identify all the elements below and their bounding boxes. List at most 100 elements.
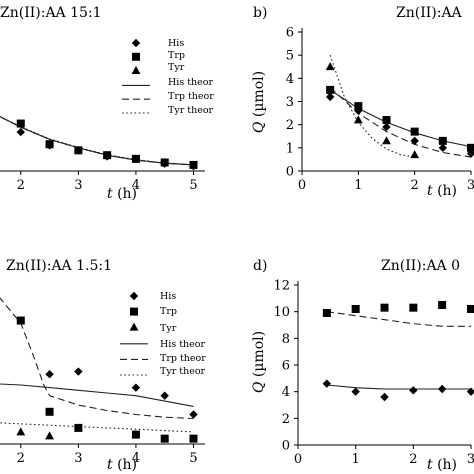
chart-b-curves <box>325 55 474 159</box>
data-point-tyr <box>382 136 391 145</box>
data-point-his <box>437 384 447 394</box>
panel-b-ylabel-var: Q <box>251 121 267 133</box>
y-tick-label: 6 <box>286 26 294 41</box>
chart-c-legend-glyphs <box>120 291 148 376</box>
theory-line-his-theor <box>0 383 194 407</box>
data-point-trp <box>16 316 25 325</box>
legend-tyr-theor-label: Tyr theor <box>168 105 214 116</box>
panel-b-title: Zn(II):AA <box>396 5 463 21</box>
data-point-trp <box>438 301 447 309</box>
legend-trp-theor-label: Trp theor <box>160 353 206 364</box>
data-point-trp <box>380 303 389 312</box>
panel-d-title: Zn(II):AA 0 <box>381 258 460 274</box>
data-point-his <box>351 387 360 396</box>
data-point-his <box>409 386 418 395</box>
x-tick-label: 1 <box>352 452 360 467</box>
panel-c: Zn(II):AA 1.5:1 t (h) His Trp Tyr His th… <box>6 258 206 473</box>
data-point-tyr <box>353 115 363 124</box>
legend-marker-tyr <box>131 66 141 74</box>
x-tick-label: 4 <box>132 178 140 193</box>
panel-c-legend: His Trp Tyr His theor Trp theor Tyr theo… <box>160 291 206 377</box>
data-point-his <box>45 370 54 379</box>
legend-marker-his <box>131 38 141 48</box>
data-point-trp <box>160 434 169 443</box>
data-point-his <box>160 391 169 400</box>
legend-marker-his <box>129 291 139 301</box>
x-tick-label: 1 <box>354 178 362 193</box>
x-tick-label: 0 <box>298 178 306 193</box>
data-point-trp <box>160 158 169 167</box>
data-point-his <box>410 136 419 146</box>
y-tick-label: 3 <box>286 95 294 110</box>
data-point-trp <box>438 136 447 145</box>
theory-line-trp-theor <box>329 87 472 158</box>
y-tick-label: 2 <box>282 412 290 427</box>
legend-marker-trp <box>130 307 138 316</box>
data-point-trp <box>410 127 419 136</box>
panel-b-label: b) <box>253 5 267 21</box>
chart-b: 0 1 2 3 0 1 2 3 4 5 6 <box>286 26 474 193</box>
data-point-trp <box>131 154 140 163</box>
panel-d-xlabel: t (h) <box>427 457 457 473</box>
legend-his-label: His <box>160 291 176 302</box>
panel-a-xlabel-var: t <box>107 186 113 202</box>
data-point-trp <box>322 309 331 317</box>
y-tick-label: 0 <box>286 165 294 180</box>
data-point-tyr <box>325 62 335 71</box>
legend-trp-theor-label: Trp theor <box>168 91 214 102</box>
data-point-his <box>466 387 474 396</box>
data-point-trp <box>467 305 474 313</box>
panel-c-xlabel: t (h) <box>107 457 137 473</box>
y-tick-label: 10 <box>273 305 290 320</box>
x-tick-label: 4 <box>132 451 140 466</box>
theory-line-tyr-theor <box>0 422 194 433</box>
panel-b: b) Zn(II):AA Q (µmol) t (h) <box>251 5 463 199</box>
x-tick-label: 5 <box>189 451 197 466</box>
panel-b-ylabel-unit: (µmol) <box>251 71 267 117</box>
panel-c-xlabel-var: t <box>107 457 113 473</box>
x-tick-label: 2 <box>411 178 419 193</box>
legend-his-theor-label: His theor <box>168 77 213 88</box>
y-tick-label: 12 <box>273 279 290 294</box>
data-point-his <box>74 367 83 376</box>
legend-tyr-theor-label: Tyr theor <box>160 366 206 377</box>
theory-line-trp-theor <box>326 311 471 327</box>
theory-line-his-theor <box>0 116 194 166</box>
y-tick-label: 2 <box>286 118 294 133</box>
panel-a-title: Zn(II):AA 15:1 <box>0 5 102 21</box>
data-point-his <box>382 122 391 132</box>
theory-line-trp-theor <box>0 116 194 166</box>
panel-b-xlabel-var: t <box>427 183 433 199</box>
data-point-trp <box>16 119 25 128</box>
panel-a-xlabel: t (h) <box>107 186 137 202</box>
data-point-trp <box>354 102 363 111</box>
data-point-trp <box>189 160 198 169</box>
panel-a: Zn(II):AA 15:1 t (h) His Trp Tyr His the… <box>0 5 214 202</box>
data-point-his <box>438 143 448 153</box>
chart-a-curves <box>0 115 198 171</box>
panel-d-xlabel-unit: (h) <box>437 457 457 473</box>
theory-line-his-theor <box>326 384 471 390</box>
data-point-trp <box>382 116 391 125</box>
data-point-tyr <box>410 150 420 159</box>
x-tick-label: 3 <box>467 178 474 193</box>
x-tick-label: 5 <box>189 178 197 193</box>
panel-d-ylabel: Q (µmol) <box>251 331 267 393</box>
panel-b-xlabel: t (h) <box>427 183 457 199</box>
chart-c-curves <box>0 297 198 443</box>
y-tick-label: 6 <box>282 359 290 374</box>
legend-trp-label: Trp <box>168 50 185 61</box>
data-point-trp <box>467 143 474 152</box>
data-point-trp <box>74 423 83 432</box>
data-point-trp <box>45 407 54 416</box>
data-point-his <box>380 392 389 402</box>
y-tick-label: 0 <box>282 439 290 454</box>
y-tick-label: 1 <box>286 141 294 156</box>
x-tick-label: 2 <box>17 451 25 466</box>
data-point-trp <box>409 303 418 312</box>
data-point-trp <box>131 430 140 439</box>
y-tick-label: 4 <box>282 385 290 400</box>
legend-tyr-label: Tyr <box>160 323 177 334</box>
panel-b-xlabel-unit: (h) <box>437 183 457 199</box>
